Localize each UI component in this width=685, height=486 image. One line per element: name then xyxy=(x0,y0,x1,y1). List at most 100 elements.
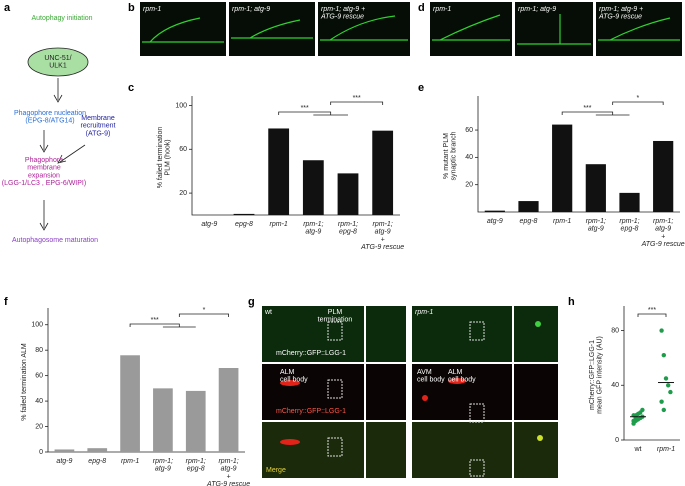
significance-bracket xyxy=(561,111,630,116)
arrow xyxy=(57,144,86,164)
pathway-diagram: Autophagy initiation UNC-51/ULK1 Phagoph… xyxy=(2,15,116,244)
micrograph xyxy=(514,364,558,420)
x-tick-label: epg-8 xyxy=(235,221,253,228)
zoom-box xyxy=(327,379,343,399)
y-tick-label: 60 xyxy=(35,372,43,379)
cell-body xyxy=(448,378,466,384)
cell-body xyxy=(280,439,300,445)
micrograph xyxy=(366,364,406,420)
micrographs-d: rpm-1 rpm-1; atg-9 rpm-1; atg-9 + ATG-9 r… xyxy=(430,2,682,56)
image-label: rpm-1; atg-9 xyxy=(518,6,556,13)
bar xyxy=(552,124,573,212)
bar xyxy=(585,164,606,212)
arrow xyxy=(39,200,49,231)
y-tick-label: 20 xyxy=(179,190,187,197)
panel-label: h xyxy=(568,296,575,308)
significance-bracket xyxy=(612,101,664,105)
panel-label: d xyxy=(418,2,425,14)
micrograph xyxy=(229,2,315,56)
x-tick-label: rpm-1 xyxy=(657,446,675,453)
panel-label: a xyxy=(4,2,11,14)
y-tick-label: 80 xyxy=(611,327,619,334)
axis xyxy=(191,96,400,216)
data-point xyxy=(661,407,666,413)
bar xyxy=(337,173,359,215)
micrograph xyxy=(412,306,512,362)
data-point xyxy=(659,328,664,333)
significance-bracket xyxy=(129,323,196,328)
y-tick-label: 100 xyxy=(175,102,187,109)
micrograph xyxy=(514,422,558,478)
x-tick-label: rpm-1; atg-9 xyxy=(153,458,173,473)
data-point xyxy=(640,407,645,413)
bar xyxy=(518,201,539,212)
panel-label: f xyxy=(4,296,8,308)
bar xyxy=(87,448,108,452)
axis xyxy=(477,96,680,213)
panel-label: c xyxy=(128,82,134,94)
complex-node xyxy=(27,47,89,77)
panel-label: g xyxy=(248,296,255,308)
significance-bracket xyxy=(278,111,348,116)
x-tick-label: rpm-1; atg-9 + ATG-9 rescue xyxy=(360,221,404,251)
zoom-box xyxy=(469,459,485,477)
image-label: rpm-1; atg-9 xyxy=(232,6,270,13)
significance-label: * xyxy=(203,307,206,314)
y-axis-label: % failed termination ALM xyxy=(21,343,28,421)
data-point xyxy=(659,399,664,404)
step-label: Membrane recruitment (ATG-9) xyxy=(80,115,115,137)
cell-body xyxy=(422,395,428,401)
bar xyxy=(185,390,206,452)
significance-label: *** xyxy=(151,317,159,324)
significance-bracket xyxy=(178,313,229,317)
bar xyxy=(484,210,505,212)
micrograph xyxy=(515,2,593,56)
y-tick-label: 0 xyxy=(39,449,43,456)
significance-bracket xyxy=(330,101,384,105)
y-axis-label: % failed terminationPLM (hook) xyxy=(157,127,172,189)
micrograph xyxy=(412,364,512,420)
bar xyxy=(120,355,140,452)
micrograph xyxy=(430,2,512,56)
image-label: rpm-1 xyxy=(433,6,451,13)
micrograph xyxy=(514,306,558,362)
x-tick-label: atg-9 xyxy=(201,221,217,228)
zoom-box xyxy=(469,403,485,423)
image-label: rpm-1 xyxy=(415,309,433,316)
bar xyxy=(268,128,290,215)
image-label: rpm-1; atg-9 + ATG-9 rescue xyxy=(598,6,643,21)
data-point xyxy=(663,376,669,381)
y-axis-label: % mutant PLMsynaptic branch xyxy=(443,131,458,180)
x-tick-label: atg-9 xyxy=(487,218,503,225)
x-tick-label: wt xyxy=(634,446,642,453)
micrograph xyxy=(262,364,364,420)
y-tick-label: 40 xyxy=(465,154,473,161)
x-tick-label: rpm-1; atg-9 + ATG-9 rescue xyxy=(206,458,250,486)
x-tick-label: rpm-1; epg-8 xyxy=(186,458,206,473)
x-tick-label: rpm-1 xyxy=(121,458,139,465)
bar xyxy=(653,140,674,212)
bar xyxy=(302,160,324,215)
micrograph xyxy=(596,2,682,56)
panel-label: e xyxy=(418,82,424,94)
y-tick-label: 20 xyxy=(465,182,473,189)
x-tick-label: rpm-1; atg-9 xyxy=(586,218,606,233)
bar xyxy=(54,449,75,452)
x-tick-label: rpm-1 xyxy=(270,221,288,228)
data-point xyxy=(668,389,673,395)
zoom-box xyxy=(327,437,343,457)
data-point xyxy=(661,352,666,358)
y-tick-label: 40 xyxy=(35,398,43,405)
significance-label: *** xyxy=(648,307,656,314)
bar xyxy=(372,130,394,215)
significance-label: * xyxy=(637,95,640,102)
data-point xyxy=(666,383,671,388)
image-label: mCherry::GFP::LGG-1 xyxy=(276,350,346,357)
y-tick-label: 80 xyxy=(35,347,43,354)
complex-label: UNC-51/ULK1 xyxy=(44,55,71,70)
step-label: Phagophore nucleation (EPG-8/ATG14) xyxy=(14,110,86,125)
axis xyxy=(47,308,245,453)
x-tick-label: atg-9 xyxy=(56,458,72,465)
y-tick-label: 60 xyxy=(179,146,187,153)
image-label: AVM cell body xyxy=(417,369,445,384)
